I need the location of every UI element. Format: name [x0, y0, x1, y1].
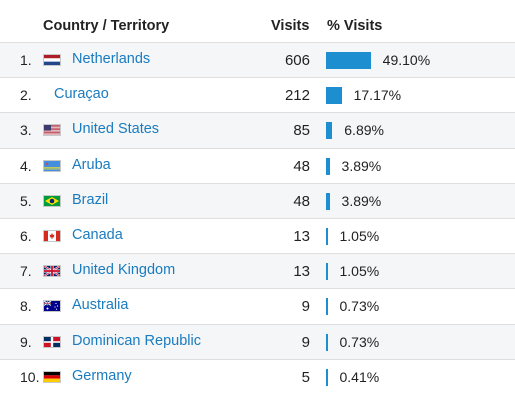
visits-value: 5: [301, 368, 310, 386]
country-column-header: Country / Territory: [43, 18, 170, 34]
visits-value: 606: [284, 52, 310, 69]
row-rank: 10.: [20, 368, 40, 385]
pct-visits-bar: [326, 298, 328, 316]
country-link[interactable]: Netherlands: [72, 51, 151, 67]
aruba-flag-icon: [43, 159, 61, 172]
visits-value: 85: [293, 122, 310, 140]
country-link[interactable]: Germany: [72, 367, 132, 384]
visits-column-header: Visits: [271, 18, 310, 34]
pct-visits-value: 1.05%: [339, 227, 380, 244]
pct-visits-value: 0.73%: [339, 333, 380, 350]
row-rank: 2.: [20, 87, 32, 104]
visits-value: 13: [293, 263, 310, 281]
country-link[interactable]: Curaçao: [54, 86, 109, 103]
pct-visits-bar: [326, 333, 328, 351]
pct-visits-bar: [326, 157, 330, 175]
country-link[interactable]: Canada: [72, 226, 123, 243]
table-row: 8. Australia 9 0.73%: [0, 288, 515, 324]
germany-flag-icon: [43, 370, 61, 383]
netherlands-flag-icon: [43, 54, 61, 66]
pct-visits-bar: [326, 52, 371, 69]
pct-visits-value: 6.89%: [344, 122, 384, 139]
pct-visits-value: 0.73%: [339, 298, 380, 315]
pct-visits-value: 0.41%: [339, 368, 380, 385]
pct-visits-bar: [326, 368, 328, 386]
table-row: 10. Germany 5 0.41%: [0, 358, 515, 394]
country-link[interactable]: Australia: [72, 297, 129, 314]
table-header: Country / Territory Visits % Visits: [0, 0, 515, 42]
table-row: 7. United Kingdom 13 1.05%: [0, 253, 515, 289]
brazil-flag-icon: [43, 194, 61, 207]
country-link[interactable]: United States: [72, 121, 160, 138]
visits-value: 48: [293, 157, 310, 175]
table-row: 1. Netherlands 606 49.10%: [0, 42, 515, 78]
row-rank: 7.: [20, 263, 32, 280]
row-rank: 8.: [20, 298, 32, 315]
canada-flag-icon: [43, 229, 61, 242]
table-row: 5. Brazil 48 3.89%: [0, 182, 515, 218]
pct-visits-value: 3.89%: [341, 192, 382, 209]
visits-value: 9: [301, 333, 310, 351]
table-row: 4. Aruba 48 3.89%: [0, 147, 515, 183]
united-kingdom-flag-icon: [43, 265, 61, 278]
visits-value: 48: [293, 192, 310, 210]
pct-visits-bar: [326, 192, 330, 210]
united-states-flag-icon: [43, 124, 61, 137]
row-rank: 9.: [20, 333, 32, 350]
row-rank: 5.: [20, 192, 32, 209]
pct-visits-value: 3.89%: [341, 157, 382, 174]
pct-visits-value: 49.10%: [382, 52, 431, 68]
pct-visits-column-header: % Visits: [327, 18, 383, 34]
pct-visits-bar: [326, 122, 333, 140]
table-row: 2. Curaçao 212 17.17%: [0, 77, 515, 113]
dominican-republic-flag-icon: [43, 335, 61, 348]
country-link[interactable]: United Kingdom: [72, 262, 176, 279]
table-body: 1. Netherlands 606 49.10% 2. Curaçao 212 17.17%…: [0, 42, 515, 394]
table-row: 3. United States 85 6.89%: [0, 112, 515, 148]
table-row: 9. Dominican Republic 9 0.73%: [0, 323, 515, 359]
visits-value: 9: [301, 298, 310, 316]
row-rank: 1.: [20, 52, 32, 68]
country-link[interactable]: Aruba: [72, 156, 111, 173]
visits-value: 212: [284, 87, 310, 105]
pct-visits-bar: [326, 87, 342, 105]
pct-visits-bar: [326, 227, 328, 245]
pct-visits-value: 17.17%: [353, 87, 402, 104]
row-rank: 6.: [20, 227, 32, 244]
australia-flag-icon: [43, 300, 61, 313]
row-rank: 3.: [20, 122, 32, 139]
country-link[interactable]: Brazil: [72, 191, 109, 208]
pct-visits-bar: [326, 263, 328, 281]
row-rank: 4.: [20, 157, 32, 174]
country-link[interactable]: Dominican Republic: [72, 332, 201, 349]
pct-visits-value: 1.05%: [339, 263, 380, 280]
visits-value: 13: [293, 227, 310, 245]
table-row: 6. Canada 13 1.05%: [0, 217, 515, 254]
